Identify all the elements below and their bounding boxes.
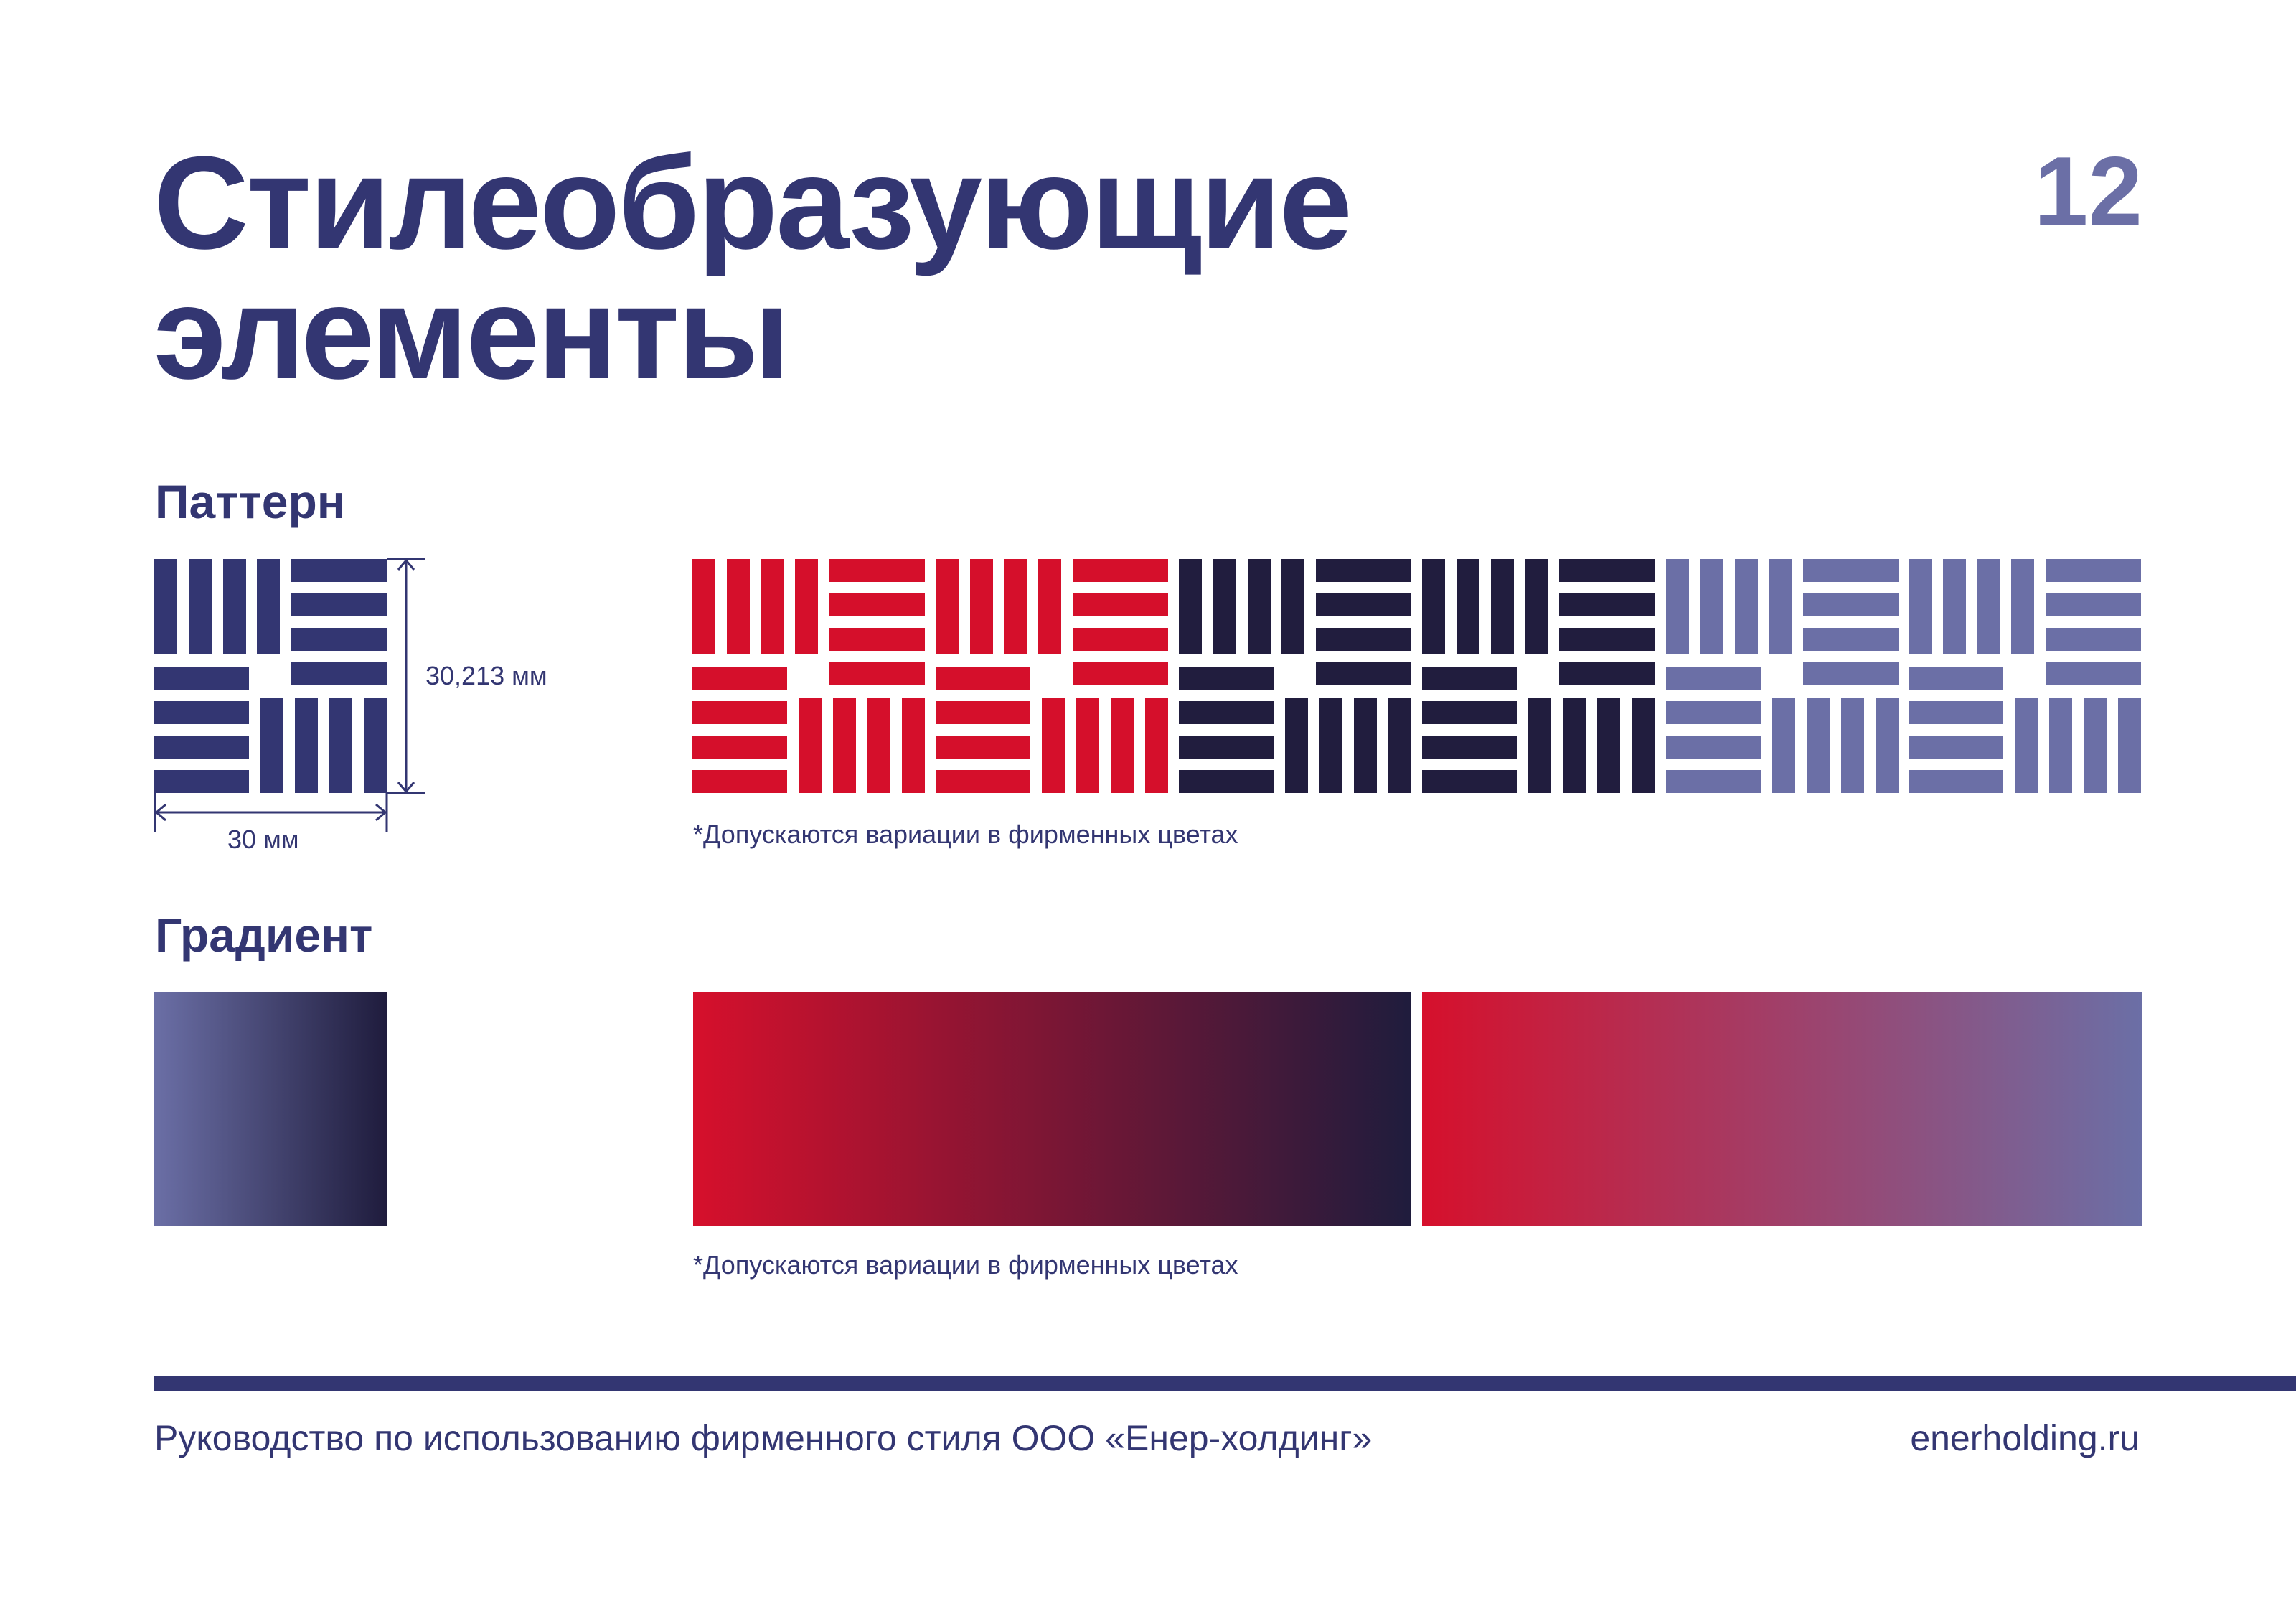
- pattern-sample-tile: [154, 558, 425, 832]
- footer-divider: [154, 1376, 2296, 1391]
- pattern-dark-variant: [1179, 559, 1655, 793]
- pattern-heading: Паттерн: [155, 475, 346, 528]
- page-title: Стилеобразующие элементы: [154, 136, 1352, 398]
- gradient-heading: Градиент: [155, 909, 373, 962]
- width-dimension-label: 30 мм: [227, 825, 299, 854]
- footer-guide-title: Руководство по использованию фирменного …: [154, 1418, 1373, 1458]
- pattern-red-variant: [692, 559, 1168, 793]
- page-title-line2: элементы: [154, 258, 790, 406]
- height-dimension-label: 30,213 мм: [425, 661, 547, 690]
- gradient-red-to-light: [1422, 992, 2142, 1226]
- gradient-footnote: *Допускаются вариации в фирменных цветах: [693, 1250, 1238, 1280]
- width-dimension-line: [154, 793, 388, 832]
- pattern-strip: [692, 559, 2141, 793]
- gradient-red-to-dark: [693, 992, 1411, 1226]
- height-dimension-line: [387, 558, 425, 794]
- footer-website-link[interactable]: enerholding.ru: [1910, 1418, 2140, 1458]
- pattern-footnote: *Допускаются вариации в фирменных цветах: [693, 820, 1238, 849]
- page-number: 12: [2033, 136, 2142, 245]
- gradient-light-to-dark: [154, 992, 387, 1226]
- pattern-light-variant: [1666, 559, 2141, 793]
- page-title-line1: Стилеобразующие: [154, 128, 1352, 276]
